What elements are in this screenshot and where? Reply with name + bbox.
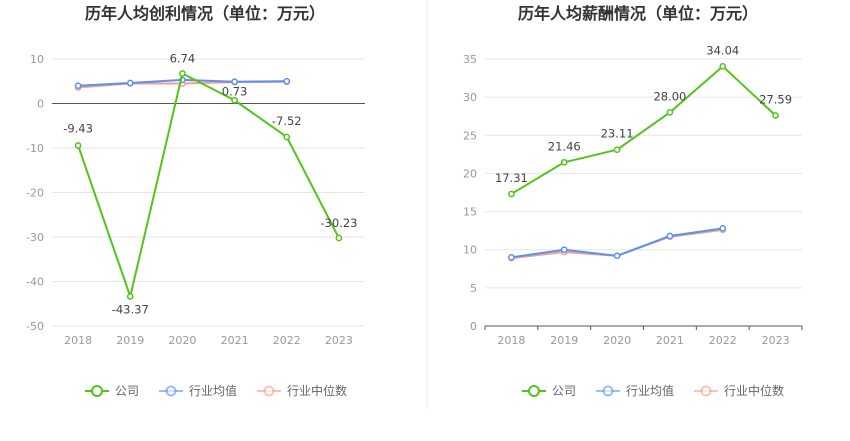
salary-legend-swatch-marker bbox=[528, 385, 540, 397]
profit-industry-mean-point bbox=[74, 82, 82, 90]
salary-y-tick-label: 35 bbox=[463, 53, 477, 66]
profit-legend-item-industry-median[interactable]: 行业中位数 bbox=[257, 383, 347, 398]
salary-industry-mean-point bbox=[613, 252, 621, 260]
profit-company-point bbox=[179, 70, 186, 77]
profit-company-point bbox=[126, 293, 134, 300]
salary-chart-title: 历年人均薪酬情况（单位：万元） bbox=[518, 4, 758, 23]
salary-industry-mean-point bbox=[560, 246, 568, 254]
profit-legend-swatch-marker bbox=[91, 385, 103, 397]
profit-legend-label: 行业中位数 bbox=[287, 383, 347, 398]
salary-data-label: 21.46 bbox=[548, 139, 581, 153]
profit-data-label: -43.37 bbox=[112, 302, 149, 316]
salary-x-tick-label: 2020 bbox=[603, 334, 631, 347]
profit-data-label: 6.74 bbox=[170, 52, 196, 66]
salary-x-tick-label: 2022 bbox=[709, 334, 737, 347]
salary-chart: 历年人均薪酬情况（单位：万元） 35 30 25 20 15 10 5 0 2018 2019 202… bbox=[463, 4, 803, 398]
profit-legend-label: 公司 bbox=[115, 384, 139, 398]
salary-y-tick-label: 0 bbox=[470, 320, 477, 333]
profit-industry-mean-point bbox=[283, 77, 291, 85]
salary-y-tick-label: 10 bbox=[463, 244, 477, 257]
profit-data-label: -9.43 bbox=[63, 121, 93, 135]
profit-y-tick-label: -30 bbox=[26, 231, 44, 244]
salary-legend-item-industry-mean[interactable]: 行业均值 bbox=[596, 383, 674, 398]
salary-data-label: 27.59 bbox=[759, 93, 792, 107]
salary-x-tick-label: 2023 bbox=[762, 334, 790, 347]
profit-company-point bbox=[231, 96, 238, 104]
profit-x-tick-label: 2019 bbox=[116, 334, 144, 347]
profit-company-point bbox=[283, 133, 291, 141]
salary-legend-label: 行业中位数 bbox=[724, 383, 784, 398]
salary-industry-mean-point bbox=[508, 253, 515, 261]
profit-x-tick-label: 2020 bbox=[168, 334, 196, 347]
salary-legend-label: 行业均值 bbox=[626, 383, 674, 398]
salary-company-point bbox=[772, 112, 779, 119]
profit-company-point bbox=[74, 142, 82, 149]
salary-company-line bbox=[510, 65, 777, 195]
salary-y-tick-label: 20 bbox=[463, 167, 477, 180]
profit-y-tick-label: -40 bbox=[26, 276, 44, 289]
salary-legend-item-company[interactable]: 公司 bbox=[522, 384, 576, 398]
salary-y-tick-label: 15 bbox=[463, 206, 477, 219]
profit-legend-label: 行业均值 bbox=[189, 383, 237, 398]
profit-legend-item-company[interactable]: 公司 bbox=[85, 384, 139, 398]
salary-legend-item-industry-median[interactable]: 行业中位数 bbox=[694, 383, 784, 398]
profit-data-label: -30.23 bbox=[320, 216, 357, 230]
profit-y-tick-label: 10 bbox=[30, 53, 44, 66]
profit-x-tick-label: 2018 bbox=[64, 334, 92, 347]
profit-company-point bbox=[335, 234, 343, 242]
salary-industry-mean-point bbox=[666, 232, 674, 240]
profit-y-tick-label: 0 bbox=[37, 98, 44, 111]
profit-legend-swatch-marker bbox=[263, 385, 275, 397]
profit-x-tick-label: 2023 bbox=[325, 334, 353, 347]
salary-legend-label: 公司 bbox=[552, 384, 576, 398]
salary-y-tick-label: 5 bbox=[470, 282, 477, 295]
salary-x-tick-label: 2018 bbox=[497, 334, 525, 347]
profit-chart: 历年人均创利情况（单位：万元） 10 0 -10 -20 -30 -40 -50 2018 201… bbox=[26, 4, 365, 398]
salary-company-point bbox=[560, 158, 568, 166]
salary-x-tick-label: 2021 bbox=[656, 334, 684, 347]
profit-legend-swatch-marker bbox=[165, 385, 177, 397]
salary-company-point bbox=[666, 109, 674, 116]
profit-x-tick-label: 2022 bbox=[273, 334, 301, 347]
salary-x-tick-label: 2019 bbox=[550, 334, 578, 347]
salary-data-label: 17.31 bbox=[495, 171, 528, 185]
profit-y-tick-label: -20 bbox=[26, 187, 44, 200]
salary-company-point bbox=[508, 190, 515, 198]
salary-legend-swatch-marker bbox=[700, 385, 712, 397]
profit-y-tick-label: -50 bbox=[26, 320, 44, 333]
profit-data-label: -7.52 bbox=[272, 114, 302, 128]
salary-industry-mean-point bbox=[719, 225, 727, 232]
profit-data-label: 0.73 bbox=[222, 84, 248, 98]
salary-data-label: 34.04 bbox=[706, 43, 739, 57]
salary-y-tick-label: 30 bbox=[463, 91, 477, 104]
salary-data-label: 28.00 bbox=[653, 89, 686, 103]
profit-industry-mean-point bbox=[231, 78, 238, 86]
salary-y-tick-label: 25 bbox=[463, 129, 477, 142]
salary-data-label: 23.11 bbox=[601, 127, 634, 141]
profit-legend-item-industry-mean[interactable]: 行业均值 bbox=[159, 383, 237, 398]
salary-company-point bbox=[613, 146, 621, 154]
salary-legend-swatch-marker bbox=[602, 385, 614, 397]
profit-company-line bbox=[77, 72, 340, 298]
profit-y-tick-label: -10 bbox=[26, 142, 44, 155]
profit-chart-title: 历年人均创利情况（单位：万元） bbox=[85, 4, 325, 23]
profit-x-tick-label: 2021 bbox=[221, 334, 249, 347]
salary-company-point bbox=[719, 62, 727, 70]
profit-industry-mean-point bbox=[126, 79, 134, 87]
